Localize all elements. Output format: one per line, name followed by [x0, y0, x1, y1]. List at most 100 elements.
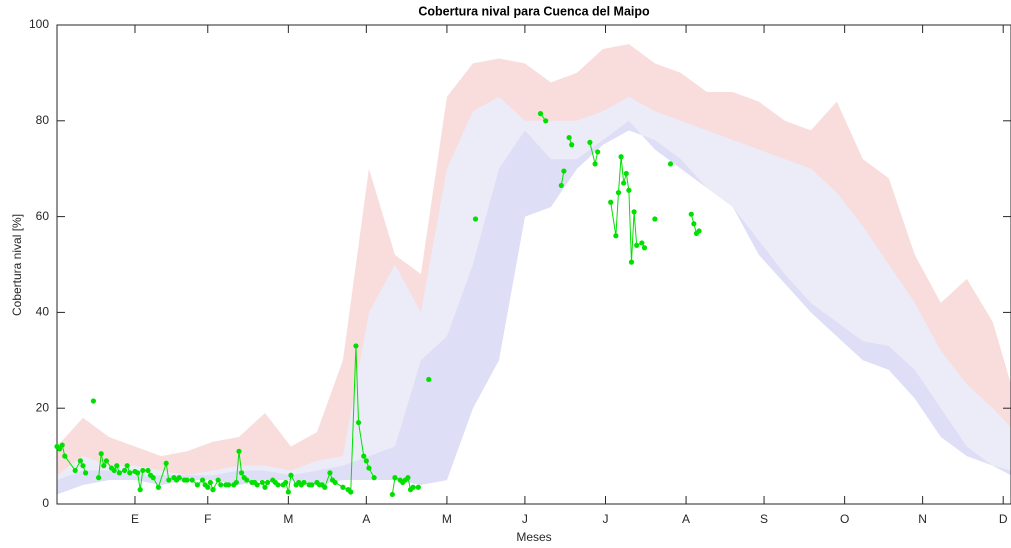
data-point: [254, 482, 260, 488]
data-point: [236, 448, 242, 454]
data-point: [62, 453, 68, 459]
x-tick-label: J: [602, 512, 608, 526]
x-tick-label: M: [283, 512, 293, 526]
x-tick-label: F: [204, 512, 211, 526]
plot-frame: [56, 24, 1011, 505]
data-point: [415, 484, 421, 490]
data-point: [80, 463, 86, 469]
data-point: [218, 482, 224, 488]
data-point: [262, 484, 268, 490]
data-point: [366, 465, 372, 471]
data-point: [628, 259, 635, 265]
data-point: [472, 216, 479, 222]
data-point: [207, 479, 213, 486]
data-point: [166, 477, 172, 483]
data-point: [259, 479, 265, 486]
data-point: [103, 458, 109, 464]
data-point: [134, 470, 141, 476]
x-tick-label: E: [131, 512, 139, 526]
data-point: [205, 484, 211, 490]
data-point: [348, 489, 354, 495]
data-point: [101, 463, 107, 469]
data-point: [641, 245, 648, 251]
data-point: [696, 228, 702, 234]
data-point: [392, 475, 398, 481]
data-point: [301, 479, 307, 486]
data-point: [233, 479, 239, 486]
data-point: [363, 458, 369, 464]
data-point: [90, 398, 96, 404]
x-tick-label: M: [442, 512, 452, 526]
data-point: [244, 477, 250, 483]
data-point: [184, 477, 190, 483]
x-tick-label: J: [522, 512, 528, 526]
data-point: [140, 467, 146, 474]
data-point: [621, 180, 627, 186]
data-point: [59, 442, 65, 448]
data-point: [238, 470, 245, 476]
data-point: [410, 484, 416, 490]
data-point: [626, 187, 632, 193]
data-point: [623, 170, 629, 177]
data-point: [288, 472, 294, 478]
data-point: [264, 479, 271, 486]
data-point: [613, 233, 619, 239]
data-point: [537, 111, 544, 117]
data-point: [561, 168, 567, 174]
x-tick-label: O: [840, 512, 849, 526]
data-point: [592, 161, 598, 167]
data-point: [566, 134, 572, 141]
data-point: [116, 470, 122, 476]
data-point: [275, 482, 281, 488]
data-point: [688, 211, 694, 217]
y-tick-label: 40: [36, 305, 50, 319]
data-point: [355, 419, 362, 426]
data-point: [114, 463, 120, 469]
y-tick-label: 60: [36, 209, 50, 223]
data-point: [121, 467, 128, 474]
data-point: [98, 451, 104, 457]
data-point: [194, 482, 200, 488]
x-tick-label: A: [362, 512, 370, 526]
data-point: [631, 209, 637, 215]
band: [57, 120, 1011, 495]
data-point: [639, 240, 645, 246]
data-point: [340, 484, 346, 490]
data-point: [309, 482, 315, 488]
data-point: [225, 482, 232, 488]
x-tick-label: S: [760, 512, 768, 526]
data-point: [615, 190, 622, 196]
data-point: [82, 470, 89, 476]
data-point: [426, 376, 432, 383]
data-point: [543, 118, 549, 124]
y-tick-label: 100: [29, 17, 49, 31]
data-point: [652, 216, 658, 222]
data-point: [215, 477, 221, 483]
chart-title: Cobertura nival para Cuenca del Maipo: [418, 4, 650, 18]
data-point: [127, 470, 133, 476]
y-axis-label: Cobertura nival [%]: [10, 214, 24, 316]
data-point: [332, 479, 338, 486]
x-tick-label: N: [918, 512, 927, 526]
data-point: [587, 139, 593, 145]
y-tick-label: 20: [36, 400, 50, 414]
x-tick-label: A: [682, 512, 690, 526]
data-point: [56, 446, 63, 452]
data-point: [155, 484, 161, 490]
data-point: [327, 470, 333, 476]
data-point: [353, 343, 359, 349]
data-point: [210, 487, 216, 493]
data-point: [189, 477, 195, 483]
data-point: [145, 467, 151, 474]
data-point: [569, 142, 575, 148]
data-point: [371, 475, 377, 481]
x-tick-label: D: [999, 512, 1008, 526]
data-point: [389, 491, 395, 498]
data-point: [691, 221, 697, 227]
data-point: [150, 475, 156, 481]
data-point: [163, 460, 169, 466]
data-point: [361, 453, 367, 459]
x-axis-label: Meses: [516, 530, 551, 544]
